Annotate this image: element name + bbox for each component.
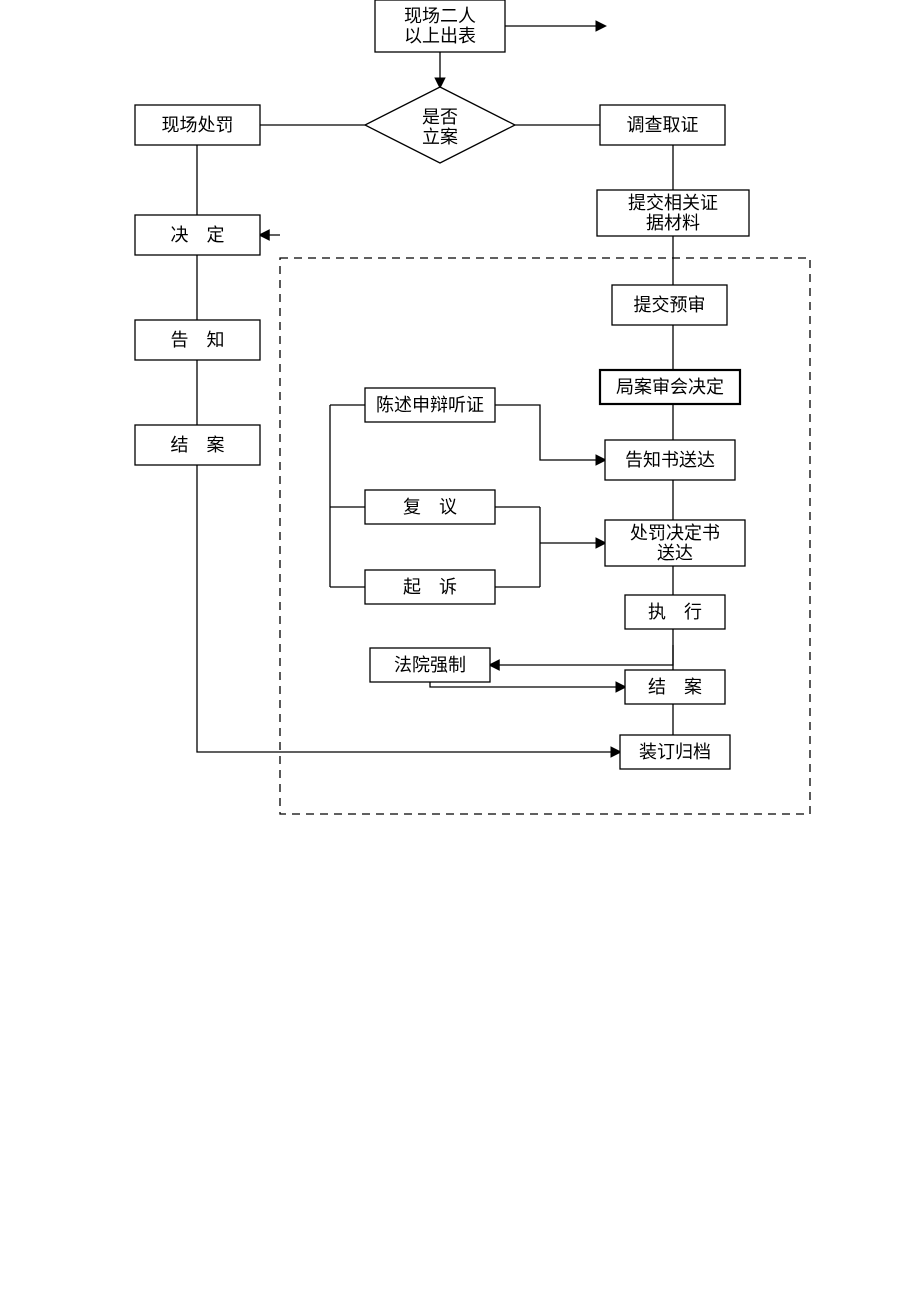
svg-text:起 诉: 起 诉 — [403, 577, 457, 597]
svg-text:告 知: 告 知 — [171, 330, 225, 350]
svg-text:调查取证: 调查取证 — [627, 115, 699, 135]
edge-e_nM4_nR8 — [430, 682, 625, 687]
svg-text:陈述申辩听证: 陈述申辩听证 — [376, 395, 484, 415]
svg-text:局案审会决定: 局案审会决定 — [616, 377, 724, 397]
svg-text:现场二人: 现场二人 — [404, 6, 476, 26]
svg-text:结 案: 结 案 — [171, 435, 225, 455]
svg-text:执 行: 执 行 — [648, 602, 702, 622]
svg-text:提交相关证: 提交相关证 — [628, 193, 718, 213]
svg-text:复 议: 复 议 — [403, 497, 457, 517]
svg-text:处罚决定书: 处罚决定书 — [630, 523, 720, 543]
svg-text:据材料: 据材料 — [646, 213, 700, 233]
svg-text:现场处罚: 现场处罚 — [162, 115, 234, 135]
edge-e_m23_join — [540, 507, 605, 587]
svg-text:是否: 是否 — [422, 107, 458, 127]
svg-text:立案: 立案 — [422, 127, 458, 147]
svg-text:送达: 送达 — [657, 543, 693, 563]
svg-text:装订归档: 装订归档 — [639, 742, 711, 762]
svg-text:决 定: 决 定 — [171, 225, 225, 245]
svg-text:告知书送达: 告知书送达 — [625, 450, 715, 470]
svg-text:结 案: 结 案 — [648, 677, 702, 697]
edge-e_nR7_nM4 — [490, 645, 673, 665]
svg-text:法院强制: 法院强制 — [394, 655, 466, 675]
svg-text:以上出表: 以上出表 — [404, 26, 476, 46]
svg-text:提交预审: 提交预审 — [634, 295, 706, 315]
edge-e_m1_r5 — [495, 405, 605, 460]
